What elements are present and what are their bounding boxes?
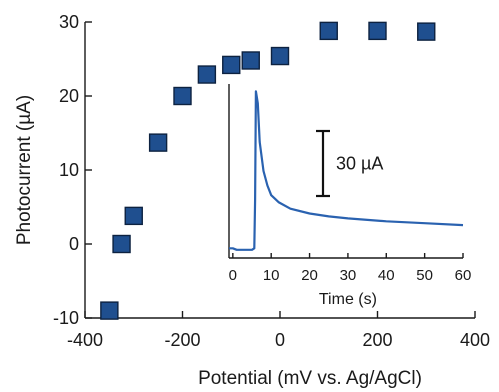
scale-bar (316, 129, 330, 198)
inset-x-tick-label: 60 (455, 267, 472, 284)
y-axis-title: Photocurrent (µA) (14, 95, 35, 245)
y-tick-label: -10 (53, 308, 79, 328)
inset-x-tick-label: 0 (229, 267, 237, 284)
x-axis-title: Potential (mV vs. Ag/AgCl) (198, 368, 422, 389)
y-tick-label: 20 (59, 86, 79, 106)
data-points (100, 21, 436, 320)
data-point (368, 21, 387, 41)
data-point (124, 206, 143, 226)
data-point (319, 21, 338, 41)
inset-x-tick-label: 40 (378, 267, 395, 284)
data-point (173, 86, 192, 106)
inset-x-tick-label: 50 (416, 267, 433, 284)
y-tick-label: 0 (69, 234, 79, 254)
x-tick-label: 0 (275, 330, 285, 350)
x-tick-label: 400 (460, 330, 490, 350)
inset-x-tick-label: 10 (263, 267, 280, 284)
data-point (222, 55, 241, 75)
inset-x-tick-label: 30 (340, 267, 357, 284)
data-point (241, 51, 260, 70)
inset-chart: 0 10 20 30 40 50 60 Time (s) 30 µA (228, 84, 472, 308)
data-point (112, 234, 131, 254)
inset-x-tick-label: 20 (301, 267, 318, 284)
inset-tick-group: 0 10 20 30 40 50 60 (229, 253, 472, 284)
data-point (417, 22, 436, 41)
y-tick-label: 10 (59, 160, 79, 180)
scale-bar-label: 30 µA (336, 154, 383, 174)
inset-x-axis-title: Time (s) (319, 291, 377, 308)
inset-current-trace (229, 90, 464, 251)
data-point (197, 65, 217, 84)
x-tick-label: -200 (164, 330, 200, 350)
x-tick-label: 200 (362, 330, 392, 350)
data-point (100, 301, 119, 320)
x-tick-label: -400 (67, 330, 103, 350)
y-tick-label: 30 (59, 12, 79, 32)
data-point (148, 133, 168, 152)
data-point (270, 46, 290, 66)
